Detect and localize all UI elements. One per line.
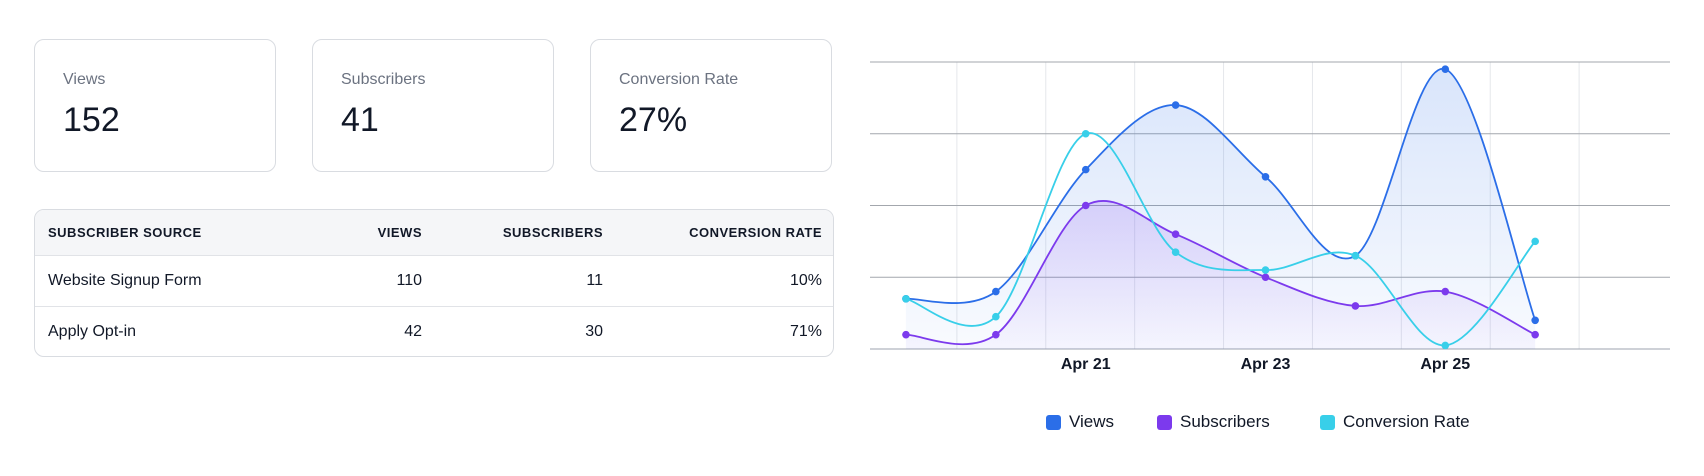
data-point-views xyxy=(1441,65,1450,73)
cell-source: Apply Opt-in xyxy=(35,305,285,356)
data-point-subscribers xyxy=(902,330,910,339)
data-point-views xyxy=(992,287,1000,296)
stat-value: 152 xyxy=(63,101,120,139)
stat-value: 27% xyxy=(619,101,688,139)
data-point-subscribers xyxy=(1531,330,1539,339)
data-point-conversion xyxy=(1351,251,1360,260)
data-point-subscribers xyxy=(1261,273,1270,282)
data-point-subscribers xyxy=(1171,230,1180,238)
table-header-row: SUBSCRIBER SOURCE VIEWS SUBSCRIBERS CONV… xyxy=(35,210,833,256)
column-header-source[interactable]: SUBSCRIBER SOURCE xyxy=(35,210,285,256)
cell-views: 110 xyxy=(396,271,422,289)
legend-item-subscribers[interactable]: Subscribers xyxy=(1157,412,1270,432)
stat-value: 41 xyxy=(341,101,379,139)
legend-item-conversion-rate[interactable]: Conversion Rate xyxy=(1320,412,1470,432)
data-point-conversion xyxy=(1171,248,1180,256)
x-tick-label: Apr 25 xyxy=(1420,356,1470,373)
data-point-conversion xyxy=(992,312,1000,321)
column-header-conversion-rate[interactable]: CONVERSION RATE xyxy=(616,210,833,256)
stat-card-conversion-rate: Conversion Rate 27% xyxy=(590,39,832,172)
cell-subscribers: 30 xyxy=(435,305,616,356)
column-header-subscribers[interactable]: SUBSCRIBERS xyxy=(435,210,616,256)
data-point-conversion xyxy=(1081,129,1090,138)
line-chart: Apr 21 Apr 23 Apr 25 xyxy=(870,61,1670,373)
data-point-conversion xyxy=(902,294,910,303)
cell-views: 42 xyxy=(285,305,435,356)
data-point-subscribers xyxy=(992,330,1000,339)
subscriber-source-table: SUBSCRIBER SOURCE VIEWS SUBSCRIBERS CONV… xyxy=(34,209,834,357)
legend-label-views: Views xyxy=(1069,412,1115,431)
stat-label: Subscribers xyxy=(341,71,426,88)
x-tick-label: Apr 21 xyxy=(1061,356,1111,373)
cell-source: Website Signup Form xyxy=(48,271,202,289)
stat-card-views: Views 152 xyxy=(34,39,276,172)
series-line-subscribers xyxy=(905,200,1536,346)
series-line-conversion xyxy=(905,132,1536,347)
cell-conversion-rate: 71% xyxy=(616,305,833,356)
series-area-subscribers xyxy=(905,200,1536,349)
stat-card-subscribers: Subscribers 41 xyxy=(312,39,554,172)
stat-label: Conversion Rate xyxy=(619,71,739,88)
data-point-conversion xyxy=(1531,237,1539,246)
legend-swatch-conversion-rate xyxy=(1320,414,1335,430)
data-point-subscribers xyxy=(1081,201,1090,210)
legend-label-subscribers: Subscribers xyxy=(1180,412,1270,431)
data-point-views xyxy=(1171,101,1180,109)
data-point-views xyxy=(1081,165,1090,174)
legend-label-conversion-rate: Conversion Rate xyxy=(1343,412,1470,431)
column-header-views[interactable]: VIEWS xyxy=(285,210,435,256)
cell-conversion-rate: 10% xyxy=(789,271,822,289)
stat-label: Views xyxy=(63,71,106,88)
data-point-views xyxy=(1261,173,1270,181)
legend-swatch-views xyxy=(1046,414,1061,430)
legend-swatch-subscribers xyxy=(1157,414,1172,430)
data-point-conversion xyxy=(1441,341,1450,350)
data-point-subscribers xyxy=(1351,302,1360,310)
x-tick-label: Apr 23 xyxy=(1241,356,1291,373)
legend-item-views[interactable]: Views xyxy=(1046,412,1114,432)
chart-legend: Views Subscribers Conversion Rate xyxy=(0,412,1704,434)
data-point-conversion xyxy=(1261,266,1270,274)
table-row: Apply Opt-in 42 30 71% xyxy=(35,305,833,356)
data-point-views xyxy=(1531,316,1539,325)
table-row: Website Signup Form 110 11 10% xyxy=(35,255,833,306)
data-point-subscribers xyxy=(1441,287,1450,296)
cell-subscribers: 11 xyxy=(586,271,603,289)
